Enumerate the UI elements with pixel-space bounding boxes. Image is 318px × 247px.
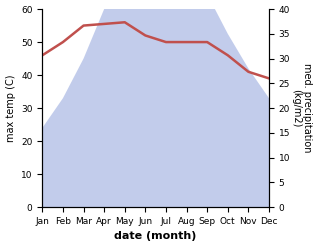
Y-axis label: med. precipitation
(kg/m2): med. precipitation (kg/m2) <box>291 63 313 153</box>
Y-axis label: max temp (C): max temp (C) <box>5 74 16 142</box>
X-axis label: date (month): date (month) <box>114 231 197 242</box>
